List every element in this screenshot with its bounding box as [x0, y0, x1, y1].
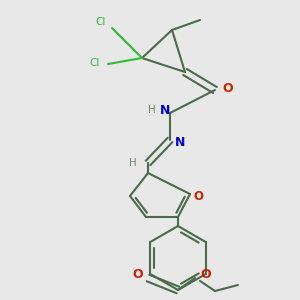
Text: O: O: [201, 268, 211, 281]
Text: N: N: [175, 136, 185, 149]
Text: Cl: Cl: [96, 17, 106, 27]
Text: O: O: [223, 82, 233, 94]
Text: O: O: [133, 268, 143, 281]
Text: H: H: [148, 105, 156, 115]
Text: H: H: [129, 158, 137, 168]
Text: N: N: [160, 103, 170, 116]
Text: Cl: Cl: [90, 58, 100, 68]
Text: O: O: [193, 190, 203, 202]
